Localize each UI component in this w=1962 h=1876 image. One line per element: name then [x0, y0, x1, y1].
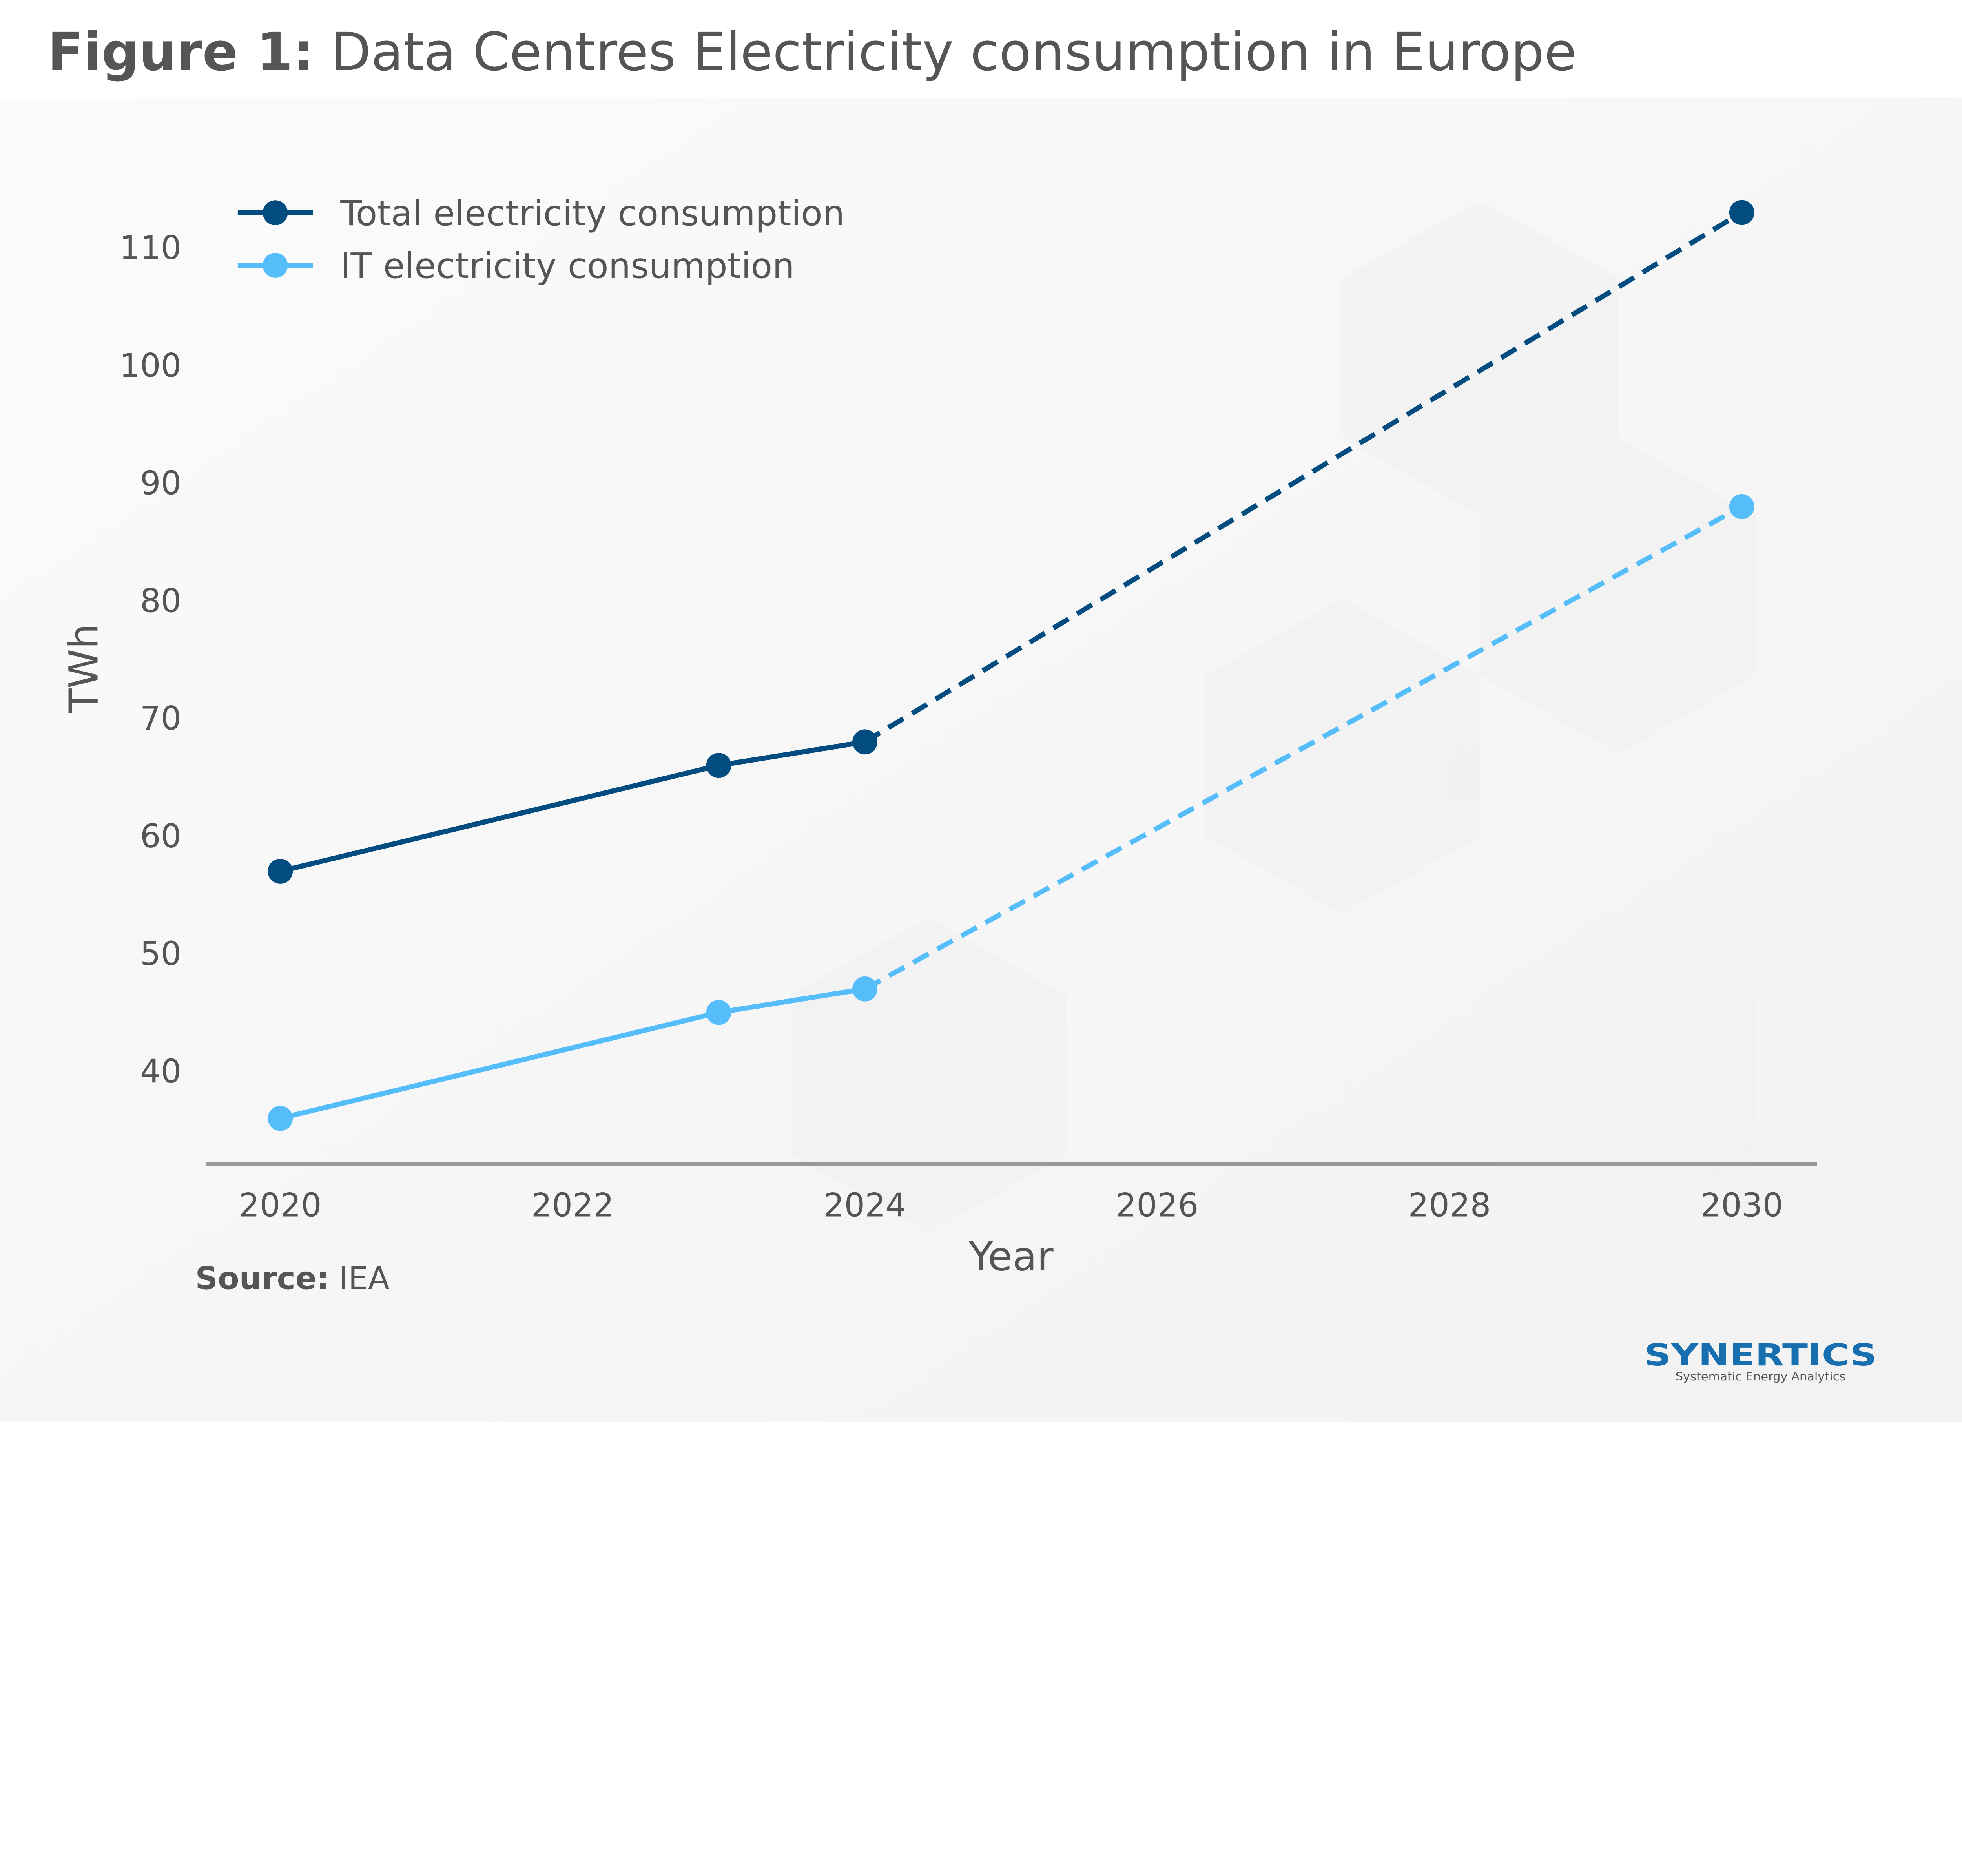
figure-title: Figure 1: Data Centres Electricity consu…	[47, 22, 1577, 83]
legend-label: Total electricity consumption	[340, 193, 844, 234]
series-layer	[268, 200, 1754, 1131]
figure-title-label: Figure 1:	[47, 22, 314, 83]
legend-label: IT electricity consumption	[340, 246, 795, 287]
x-axis-ticks: 2020 2022 2024 2026 2028 2030	[239, 1186, 1783, 1224]
data-point	[852, 729, 877, 755]
y-tick-label: 80	[140, 582, 181, 620]
source-value: IEA	[329, 1260, 390, 1296]
legend: Total electricity consumption IT electric…	[237, 193, 844, 287]
line-segment	[718, 986, 866, 1015]
data-point	[1729, 200, 1754, 225]
y-tick-label: 40	[140, 1052, 181, 1090]
figure-title-text: Data Centres Electricity consumption in …	[314, 22, 1577, 83]
legend-item: IT electricity consumption	[237, 246, 795, 287]
y-tick-label: 50	[140, 935, 181, 973]
line-segment	[718, 739, 866, 768]
x-tick-label: 2022	[531, 1186, 614, 1224]
synertics-logo: SYNERTICS Systematic Energy Analytics	[1644, 1338, 1877, 1383]
series-1	[268, 494, 1754, 1131]
data-point	[1729, 494, 1754, 519]
logo-name: SYNERTICS	[1644, 1338, 1877, 1373]
data-point	[706, 1000, 731, 1025]
source-note: Source: IEA	[195, 1260, 389, 1296]
x-tick-label: 2028	[1408, 1186, 1491, 1224]
x-axis-label: Year	[968, 1234, 1054, 1280]
line-segment	[279, 1010, 720, 1121]
chart: Figure 1: Data Centres Electricity consu…	[0, 0, 1962, 1422]
legend-marker	[263, 200, 288, 225]
series-0	[268, 200, 1754, 884]
projection-segment	[864, 504, 1743, 991]
x-tick-label: 2020	[239, 1186, 322, 1224]
x-tick-label: 2030	[1700, 1186, 1783, 1224]
title-bar	[0, 0, 1962, 98]
data-point	[268, 1106, 293, 1131]
legend-marker	[263, 253, 288, 278]
source-label: Source:	[195, 1260, 329, 1296]
y-tick-label: 60	[140, 817, 181, 855]
y-axis-ticks: 40 50 60 70 80 90 100 110	[119, 229, 181, 1090]
logo-tagline: Systematic Energy Analytics	[1676, 1370, 1846, 1383]
y-tick-label: 70	[140, 699, 181, 737]
x-tick-label: 2026	[1116, 1186, 1198, 1224]
y-axis-label: TWh	[61, 624, 108, 714]
data-point	[268, 859, 293, 884]
line-segment	[279, 763, 720, 874]
projection-segment	[863, 210, 1743, 744]
data-point	[706, 753, 731, 778]
y-tick-label: 110	[119, 229, 181, 267]
x-tick-label: 2024	[824, 1186, 906, 1224]
data-point	[852, 976, 877, 1002]
y-tick-label: 90	[140, 464, 181, 502]
legend-item: Total electricity consumption	[237, 193, 844, 234]
y-tick-label: 100	[119, 347, 181, 385]
